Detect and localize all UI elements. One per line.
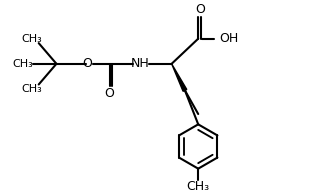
Text: CH₃: CH₃ <box>21 84 42 94</box>
Text: O: O <box>195 3 204 16</box>
Text: CH₃: CH₃ <box>187 180 210 193</box>
Text: O: O <box>105 87 115 100</box>
Text: CH₃: CH₃ <box>12 59 33 69</box>
Polygon shape <box>172 64 187 91</box>
Text: O: O <box>83 57 93 70</box>
Text: CH₃: CH₃ <box>21 34 42 44</box>
Text: NH: NH <box>131 57 150 70</box>
Text: OH: OH <box>219 32 238 45</box>
